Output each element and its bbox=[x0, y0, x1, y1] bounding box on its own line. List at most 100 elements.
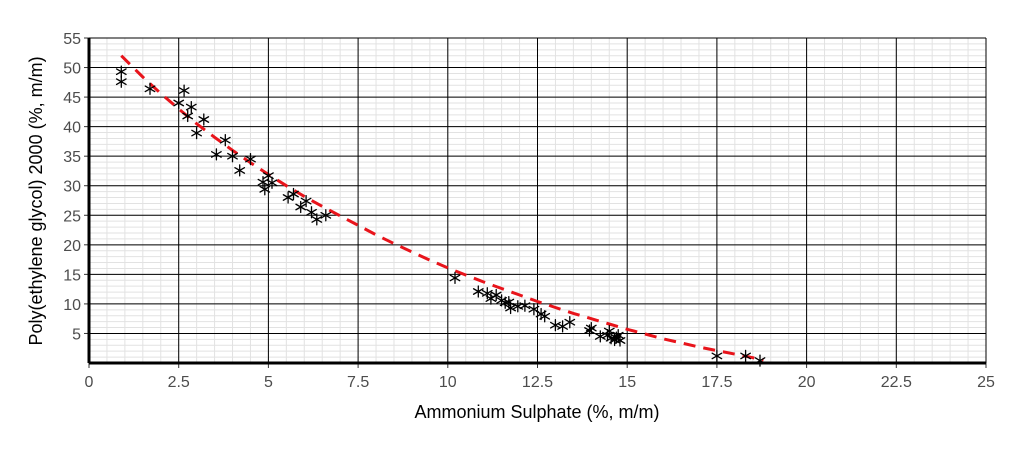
asterisk-stroke bbox=[266, 179, 278, 187]
asterisk-stroke bbox=[234, 166, 246, 174]
y-tick-label: 55 bbox=[63, 31, 81, 48]
y-tick-label: 35 bbox=[63, 149, 81, 166]
data-point bbox=[472, 285, 484, 298]
asterisk-stroke bbox=[528, 305, 540, 313]
x-tick-label: 17.5 bbox=[701, 374, 732, 391]
y-tick-label: 40 bbox=[63, 120, 81, 137]
fit-curve-layer bbox=[120, 54, 764, 362]
x-tick-label: 5 bbox=[264, 374, 273, 391]
data-point bbox=[198, 113, 210, 126]
data-point bbox=[610, 331, 622, 344]
y-tick-label: 20 bbox=[63, 238, 81, 255]
asterisk-stroke bbox=[449, 274, 461, 282]
asterisk-stroke bbox=[603, 327, 615, 335]
data-point bbox=[115, 75, 127, 88]
y-axis-title: Poly(ethylene glycol) 2000 (%, m/m) bbox=[26, 56, 46, 345]
data-point bbox=[178, 84, 190, 97]
asterisk-stroke bbox=[144, 85, 156, 93]
asterisk-stroke bbox=[185, 103, 197, 111]
asterisk-stroke bbox=[115, 68, 127, 76]
data-point bbox=[210, 148, 222, 161]
data-point bbox=[564, 316, 576, 329]
data-point bbox=[144, 82, 156, 95]
asterisk-stroke bbox=[257, 178, 269, 186]
x-tick-label: 7.5 bbox=[347, 374, 369, 391]
data-point bbox=[585, 321, 597, 335]
data-point bbox=[115, 65, 127, 78]
data-point bbox=[266, 176, 278, 189]
data-point bbox=[306, 206, 317, 219]
x-tick-label: 22.5 bbox=[881, 374, 912, 391]
asterisk-stroke bbox=[288, 190, 299, 198]
data-point bbox=[505, 301, 517, 315]
data-point bbox=[259, 183, 271, 196]
asterisk-stroke bbox=[539, 312, 551, 320]
y-tick-label: 45 bbox=[63, 90, 81, 107]
data-point bbox=[182, 109, 194, 123]
asterisk-stroke bbox=[711, 352, 723, 360]
x-tick-label: 25 bbox=[977, 374, 995, 391]
x-tick-label: 10 bbox=[439, 374, 457, 391]
asterisk-stroke bbox=[295, 203, 307, 211]
asterisk-stroke bbox=[306, 208, 317, 216]
data-point bbox=[234, 164, 246, 177]
asterisk-stroke bbox=[512, 302, 524, 310]
asterisk-stroke bbox=[481, 289, 493, 297]
asterisk-stroke bbox=[219, 136, 231, 144]
y-tick-label: 5 bbox=[72, 326, 81, 343]
y-tick-label: 10 bbox=[63, 297, 81, 314]
y-tick-label: 15 bbox=[63, 267, 81, 284]
asterisk-stroke bbox=[300, 197, 312, 205]
asterisk-stroke bbox=[182, 112, 194, 120]
data-point bbox=[490, 288, 502, 302]
axes bbox=[84, 37, 987, 368]
asterisk-stroke bbox=[505, 304, 517, 312]
data-point bbox=[219, 134, 231, 147]
asterisk-stroke bbox=[490, 291, 502, 299]
data-point bbox=[740, 349, 752, 363]
fit-curve bbox=[120, 54, 764, 362]
data-point bbox=[227, 150, 238, 163]
asterisk-stroke bbox=[740, 352, 752, 360]
asterisk-stroke bbox=[115, 78, 127, 86]
y-tick-label: 50 bbox=[63, 61, 81, 78]
data-point bbox=[185, 100, 197, 114]
asterisk-stroke bbox=[503, 298, 515, 306]
asterisk-stroke bbox=[191, 129, 203, 137]
major-gridlines bbox=[88, 37, 987, 363]
x-tick-label: 12.5 bbox=[522, 374, 553, 391]
data-point bbox=[711, 349, 723, 363]
data-point bbox=[519, 299, 531, 312]
data-point bbox=[320, 209, 332, 222]
data-point bbox=[503, 295, 515, 309]
x-tick-label: 0 bbox=[85, 374, 94, 391]
asterisk-stroke bbox=[198, 116, 210, 123]
asterisk-stroke bbox=[210, 150, 222, 158]
asterisk-stroke bbox=[259, 185, 271, 193]
asterisk-stroke bbox=[585, 324, 597, 332]
asterisk-stroke bbox=[178, 87, 190, 94]
asterisk-stroke bbox=[262, 172, 274, 180]
x-tick-label: 20 bbox=[798, 374, 816, 391]
asterisk-stroke bbox=[472, 288, 484, 295]
data-point bbox=[311, 213, 323, 226]
asterisk-stroke bbox=[610, 334, 622, 342]
asterisk-stroke bbox=[594, 332, 606, 340]
data-point bbox=[539, 310, 551, 323]
tick-labels: 0 2.5 5 7.5 10 12.5 15 17.5 20 22.5 25 5 10 15 20 25 30 3… bbox=[63, 31, 995, 391]
x-axis-title: Ammonium Sulphate (%, m/m) bbox=[414, 402, 659, 422]
data-point bbox=[245, 152, 256, 166]
asterisk-stroke bbox=[245, 155, 256, 163]
data-point bbox=[295, 200, 307, 214]
data-point bbox=[288, 187, 299, 201]
data-point bbox=[191, 126, 203, 140]
data-point bbox=[173, 96, 185, 110]
data-point bbox=[603, 324, 615, 338]
asterisk-stroke bbox=[311, 215, 323, 223]
asterisk-stroke bbox=[519, 302, 531, 310]
data-point bbox=[300, 194, 312, 208]
y-tick-label: 25 bbox=[63, 208, 81, 225]
data-point bbox=[449, 271, 461, 285]
asterisk-stroke bbox=[564, 318, 576, 326]
